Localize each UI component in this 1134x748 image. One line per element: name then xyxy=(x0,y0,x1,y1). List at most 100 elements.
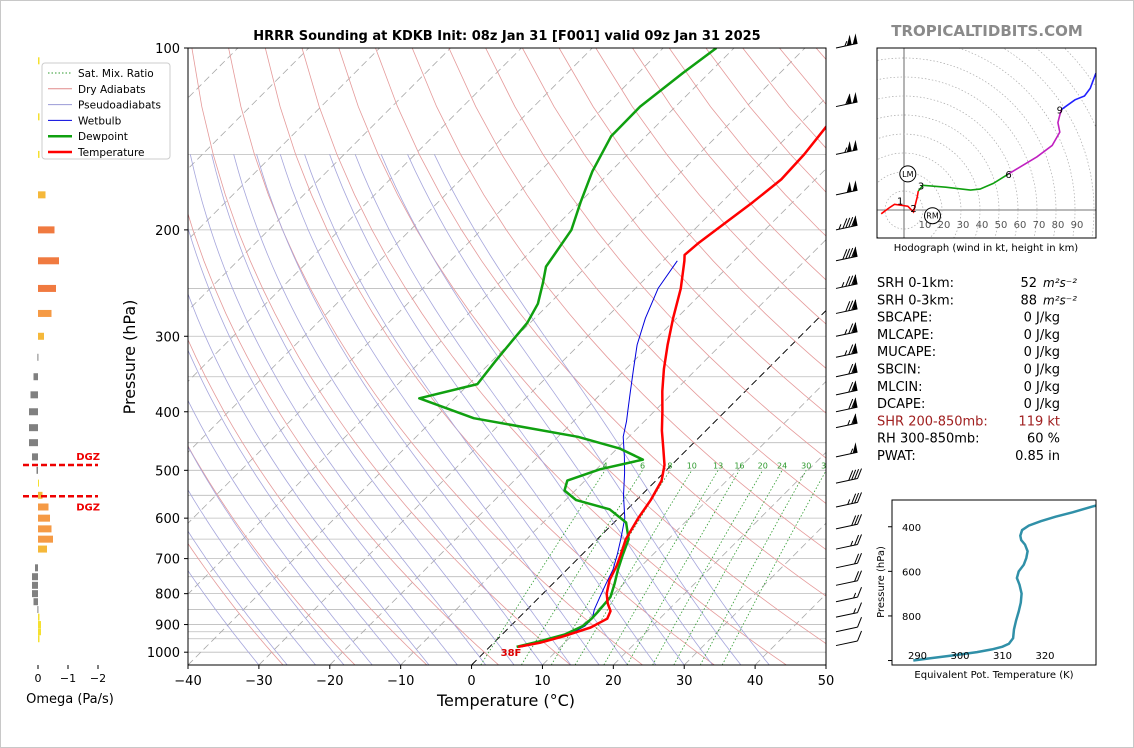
x-tick-label: 40 xyxy=(747,674,764,689)
barb-full xyxy=(845,276,851,287)
omega-bar xyxy=(38,479,39,487)
theta-e-y-tick: 400 xyxy=(902,523,921,534)
storm-motion-label: RM xyxy=(926,212,939,221)
barb-staff xyxy=(835,626,858,633)
barb-full xyxy=(854,553,860,565)
index-value: 52 xyxy=(1020,276,1037,291)
index-label: PWAT: xyxy=(877,449,916,464)
isotherm xyxy=(613,451,826,665)
mixing-ratio-label: 16 xyxy=(734,461,744,470)
barb-half xyxy=(844,350,848,356)
barb-full xyxy=(842,249,848,260)
pseudoadiabat xyxy=(188,445,345,665)
barb-flag xyxy=(852,33,858,45)
x-tick-label: 0 xyxy=(467,674,475,689)
hodo-segment xyxy=(1008,109,1063,175)
wind-barb xyxy=(835,298,858,314)
mixing-ratio-label: 20 xyxy=(758,461,768,470)
omega-bar xyxy=(38,332,44,340)
omega-bar xyxy=(35,564,38,572)
theta-e-x-tick: 310 xyxy=(993,651,1012,662)
dry-adiabat xyxy=(485,48,826,459)
index-value: 0 J/kg xyxy=(1024,380,1060,395)
wind-barb xyxy=(835,492,862,508)
barb-flag xyxy=(846,34,852,46)
profile-wetbulb xyxy=(521,260,678,648)
dry-adiabat xyxy=(301,48,787,665)
index-value: 60 % xyxy=(1027,432,1060,447)
y-tick-label: 500 xyxy=(155,464,180,479)
index-value: 0 J/kg xyxy=(1024,397,1060,412)
barb-flag xyxy=(852,413,858,425)
index-label: SHR 200-850mb: xyxy=(877,414,988,429)
barb-full xyxy=(857,468,862,479)
barb-flag xyxy=(852,342,858,354)
y-tick-label: 400 xyxy=(155,406,180,421)
omega-bar xyxy=(38,545,47,553)
barb-full xyxy=(848,398,854,410)
barb-full xyxy=(854,468,860,480)
storm-motion-label: LM xyxy=(902,170,913,179)
mixing-ratio-label: 36 xyxy=(821,461,831,470)
hodograph-background xyxy=(877,48,1096,238)
theta-e-x-tick: 320 xyxy=(1035,651,1054,662)
omega-bar xyxy=(30,391,38,399)
index-unit: m²s⁻² xyxy=(1043,293,1077,307)
hodo-segment xyxy=(917,173,1009,192)
barb-full xyxy=(854,534,860,546)
chart-title: HRRR Sounding at KDKB Init: 08z Jan 31 [… xyxy=(253,29,760,44)
hodo-ring xyxy=(1002,48,1095,238)
wind-barb xyxy=(835,397,858,413)
barb-flag xyxy=(852,180,858,192)
theta-e-frame xyxy=(891,499,1097,666)
pseudoadiabat xyxy=(380,154,713,665)
mixing-ratio-label: 6 xyxy=(640,461,645,470)
mixing-ratio-label: 24 xyxy=(777,461,787,470)
profile-temperature xyxy=(517,124,826,649)
omega-bar xyxy=(38,113,40,121)
omega-bar xyxy=(29,439,38,447)
y-tick-label: 800 xyxy=(155,588,180,603)
dgz-label-top: DGZ xyxy=(76,452,100,463)
barb-full xyxy=(848,470,854,481)
barb-staff xyxy=(835,389,858,396)
omega-bars: 0 −1 −2 DGZ DGZ xyxy=(23,57,106,685)
legend-label: Temperature xyxy=(77,147,145,159)
wind-barb xyxy=(835,91,858,108)
barb-full xyxy=(851,343,857,355)
wind-barb xyxy=(835,342,858,358)
wind-barbs xyxy=(835,33,862,647)
wind-barb xyxy=(835,630,862,647)
hodo-ring-label: 60 xyxy=(1014,220,1027,231)
dry-adiabat xyxy=(188,445,356,665)
mixing-ratio-label: 10 xyxy=(687,461,697,470)
barb-full xyxy=(848,275,854,286)
legend-label: Pseudoadiabats xyxy=(78,100,161,112)
index-value: 0 J/kg xyxy=(1024,363,1060,378)
pseudoadiabat xyxy=(188,530,288,665)
barb-half xyxy=(847,419,851,426)
omega-bar xyxy=(38,535,53,543)
theta-e-y-tick: 800 xyxy=(902,612,921,623)
theta-e-plot xyxy=(913,504,1096,662)
theta-e-y-label: Pressure (hPa) xyxy=(876,546,887,618)
isotherm xyxy=(188,48,310,170)
omega-bar xyxy=(32,590,38,598)
barb-staff xyxy=(835,544,858,550)
omega-bar xyxy=(36,466,38,474)
hodo-ring xyxy=(884,190,924,230)
index-label: SBCIN: xyxy=(877,363,921,378)
y-axis-label: Pressure (hPa) xyxy=(120,300,139,415)
wind-barb xyxy=(835,570,862,586)
barb-staff xyxy=(835,101,858,108)
isotherm xyxy=(258,97,826,665)
barb-full xyxy=(848,300,854,311)
hodograph-caption: Hodograph (wind in kt, height in km) xyxy=(894,243,1079,254)
omega-bar xyxy=(38,621,41,629)
index-label: SBCAPE: xyxy=(877,311,932,326)
omega-bar xyxy=(38,514,50,522)
wind-barb xyxy=(835,413,858,429)
dry-adiabat xyxy=(264,48,715,665)
mixing-ratio-label: 13 xyxy=(713,461,723,470)
